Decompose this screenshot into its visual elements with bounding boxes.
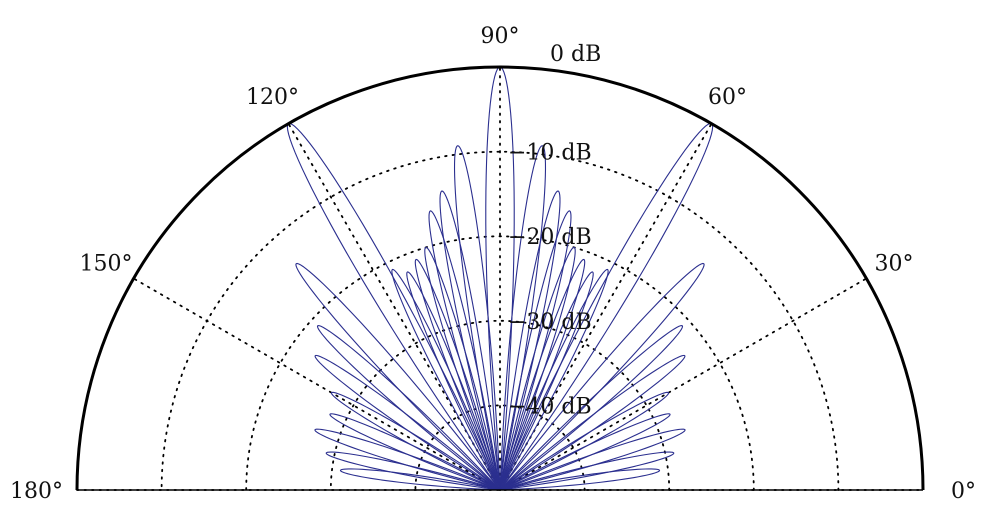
angle-tick-label: 180° xyxy=(10,479,63,504)
grid-circle xyxy=(329,319,671,491)
lobe-mark xyxy=(314,428,501,491)
frame xyxy=(75,65,925,491)
lobe-mark xyxy=(439,190,501,491)
grid-circle xyxy=(160,150,840,491)
grid-layer xyxy=(76,66,924,491)
radial-tick-label: −10 dB xyxy=(508,141,592,166)
outer-arc xyxy=(75,65,925,491)
angle-tick-label: 60° xyxy=(708,85,747,110)
labels: 0° 30° 60° 90° 120° 150° 180° 0 dB −10 dB −20 dB −… xyxy=(10,24,976,504)
lobe-mark xyxy=(499,428,686,491)
radial-tick-label: 0 dB xyxy=(550,42,601,67)
grid-circle xyxy=(245,235,755,491)
lobe-mark xyxy=(499,190,561,491)
grid-spoke xyxy=(499,122,713,491)
lobe-mark xyxy=(391,268,501,491)
lobe-mark xyxy=(406,271,501,491)
radial-tick-label: −40 dB xyxy=(508,394,592,419)
angle-tick-label: 150° xyxy=(80,252,133,277)
radial-tick-label: −20 dB xyxy=(508,225,592,250)
angle-tick-label: 30° xyxy=(875,252,914,277)
angle-tick-label: 120° xyxy=(246,85,299,110)
radial-tick-label: −30 dB xyxy=(508,310,592,335)
lobe-mark xyxy=(499,145,547,491)
lobe-mark xyxy=(325,451,501,491)
lobe-mark xyxy=(295,262,501,491)
lobe-mark xyxy=(499,262,705,491)
grid-spoke xyxy=(132,277,501,491)
grid-spoke xyxy=(499,277,868,491)
lobe-mark xyxy=(499,271,594,491)
lobe-mark xyxy=(453,145,501,491)
series-lobes xyxy=(286,66,714,491)
grid-spoke xyxy=(287,122,501,491)
lobe-mark xyxy=(499,451,675,491)
lobe-mark xyxy=(329,413,501,491)
lobe-mark xyxy=(499,413,671,491)
angle-tick-label: 90° xyxy=(481,24,520,49)
lobe-mark xyxy=(499,468,661,491)
angle-tick-label: 0° xyxy=(951,479,976,504)
lobe-mark xyxy=(499,268,609,491)
lobe-mark xyxy=(339,468,501,491)
